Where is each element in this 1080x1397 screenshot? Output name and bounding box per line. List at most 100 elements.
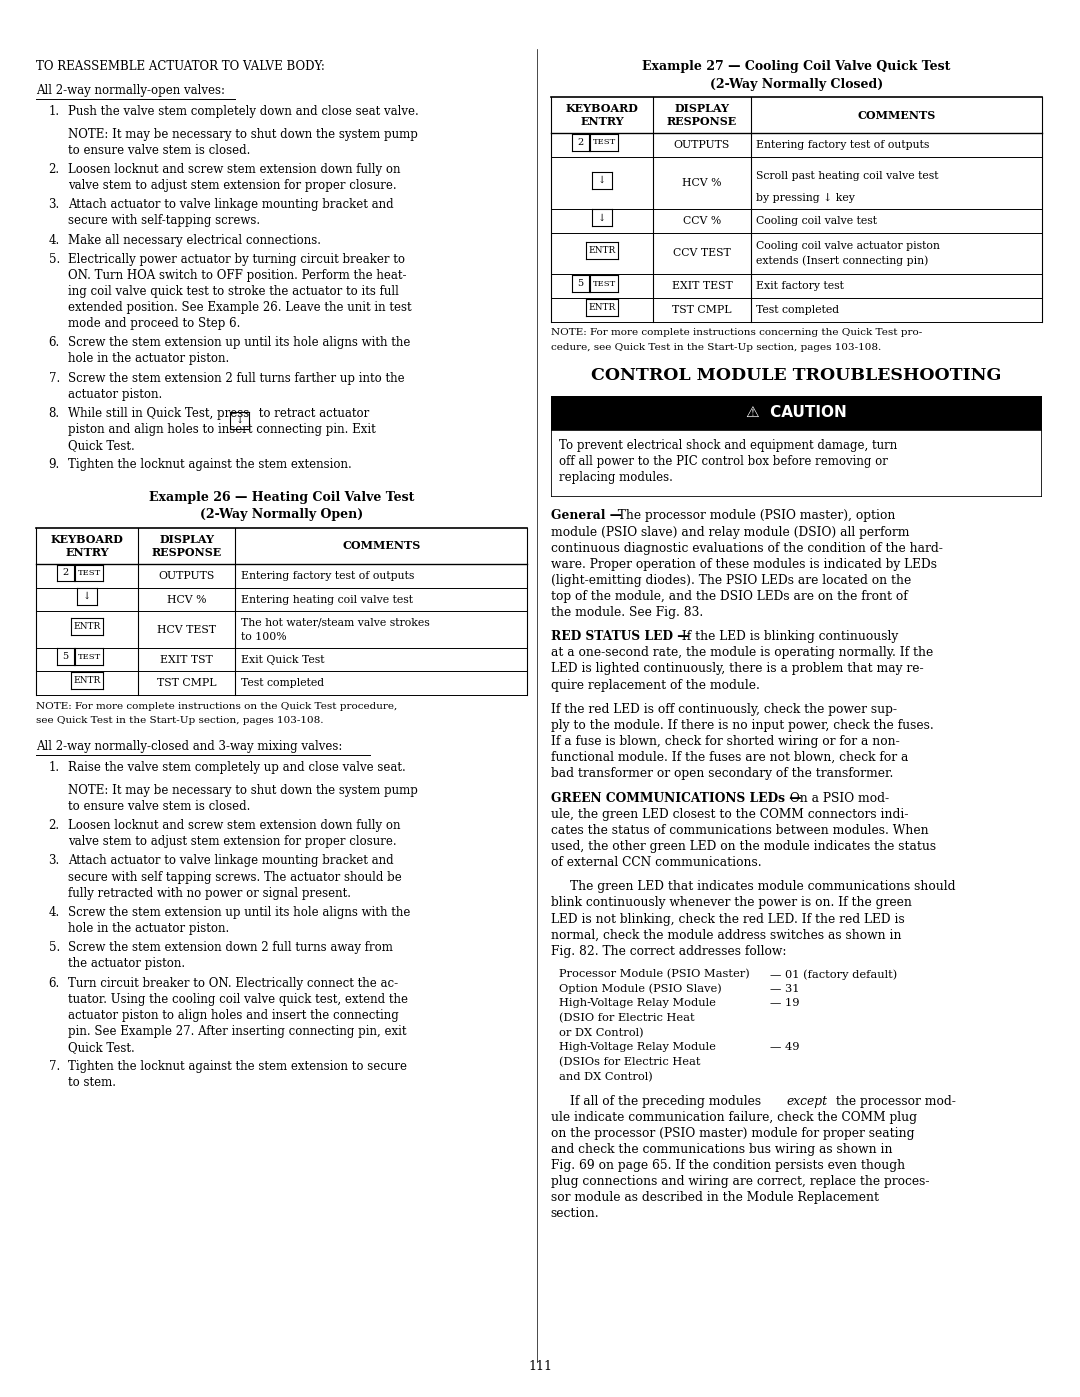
Text: to retract actuator: to retract actuator: [255, 407, 369, 420]
Text: (light-emitting diodes). The PSIO LEDs are located on the: (light-emitting diodes). The PSIO LEDs a…: [551, 574, 912, 587]
Text: TEST: TEST: [78, 652, 100, 661]
Text: OUTPUTS: OUTPUTS: [159, 571, 215, 581]
Text: General —: General —: [551, 510, 622, 522]
Text: Screw the stem extension down 2 full turns away from: Screw the stem extension down 2 full tur…: [68, 942, 393, 954]
Text: actuator piston to align holes and insert the connecting: actuator piston to align holes and inser…: [68, 1009, 399, 1021]
Text: Loosen locknut and screw stem extension down fully on: Loosen locknut and screw stem extension …: [68, 819, 401, 833]
Text: hole in the actuator piston.: hole in the actuator piston.: [68, 922, 229, 935]
Text: to stem.: to stem.: [68, 1076, 116, 1090]
Text: the processor mod-: the processor mod-: [832, 1095, 956, 1108]
Text: ⚠  CAUTION: ⚠ CAUTION: [746, 405, 847, 420]
Text: If a fuse is blown, check for shorted wiring or for a non-: If a fuse is blown, check for shorted wi…: [551, 735, 900, 749]
Text: section.: section.: [551, 1207, 599, 1221]
Text: Quick Test.: Quick Test.: [68, 1041, 135, 1053]
Text: EXIT TST: EXIT TST: [161, 655, 213, 665]
Text: TEST: TEST: [593, 279, 616, 288]
Text: Screw the stem extension up until its hole aligns with the: Screw the stem extension up until its ho…: [68, 337, 410, 349]
Text: ENTR: ENTR: [73, 622, 100, 631]
Text: COMMENTS: COMMENTS: [342, 541, 420, 552]
Text: TST CMPL: TST CMPL: [157, 679, 217, 689]
Text: RED STATUS LED —: RED STATUS LED —: [551, 630, 689, 644]
Text: or DX Control): or DX Control): [559, 1028, 644, 1038]
Text: Electrically power actuator by turning circuit breaker to: Electrically power actuator by turning c…: [68, 253, 405, 265]
Text: TEST: TEST: [78, 569, 100, 577]
Text: Example 26 — Heating Coil Valve Test: Example 26 — Heating Coil Valve Test: [149, 490, 414, 504]
Text: cedure, see Quick Test in the Start-Up section, pages 103-108.: cedure, see Quick Test in the Start-Up s…: [551, 344, 881, 352]
Text: ↓: ↓: [598, 214, 606, 222]
Text: EXIT TEST: EXIT TEST: [672, 281, 732, 292]
Text: 9.: 9.: [49, 458, 59, 472]
Text: Fig. 82. The correct addresses follow:: Fig. 82. The correct addresses follow:: [551, 944, 786, 958]
Text: off all power to the PIC control box before removing or: off all power to the PIC control box bef…: [559, 455, 889, 468]
Text: (DSIOs for Electric Heat: (DSIOs for Electric Heat: [559, 1058, 701, 1067]
Text: Test completed: Test completed: [756, 305, 839, 316]
Text: — 19: — 19: [770, 999, 799, 1009]
Text: quire replacement of the module.: quire replacement of the module.: [551, 679, 759, 692]
Text: mode and proceed to Step 6.: mode and proceed to Step 6.: [68, 317, 241, 330]
Text: module (PSIO slave) and relay module (DSIO) all perform: module (PSIO slave) and relay module (DS…: [551, 525, 909, 539]
Text: used, the other green LED on the module indicates the status: used, the other green LED on the module …: [551, 840, 936, 854]
Text: secure with self tapping screws. The actuator should be: secure with self tapping screws. The act…: [68, 870, 402, 883]
Text: HCV %: HCV %: [683, 177, 721, 189]
Text: top of the module, and the DSIO LEDs are on the front of: top of the module, and the DSIO LEDs are…: [551, 590, 907, 604]
Text: NOTE: It may be necessary to shut down the system pump: NOTE: It may be necessary to shut down t…: [68, 127, 418, 141]
Text: 3.: 3.: [49, 855, 59, 868]
Text: KEYBOARD
ENTRY: KEYBOARD ENTRY: [51, 534, 123, 557]
Text: The green LED that indicates module communications should: The green LED that indicates module comm…: [570, 880, 956, 894]
Text: and DX Control): and DX Control): [559, 1071, 653, 1083]
Text: ENTR: ENTR: [589, 303, 616, 312]
Text: Processor Module (PSIO Master): Processor Module (PSIO Master): [559, 970, 751, 979]
Text: If all of the preceding modules: If all of the preceding modules: [570, 1095, 766, 1108]
Text: 4.: 4.: [49, 233, 59, 247]
Text: normal, check the module address switches as shown in: normal, check the module address switche…: [551, 929, 902, 942]
Text: Screw the stem extension up until its hole aligns with the: Screw the stem extension up until its ho…: [68, 905, 410, 919]
Text: to 100%: to 100%: [241, 631, 286, 641]
Text: fully retracted with no power or signal present.: fully retracted with no power or signal …: [68, 887, 351, 900]
Text: KEYBOARD
ENTRY: KEYBOARD ENTRY: [566, 103, 638, 127]
Text: 2.: 2.: [49, 163, 59, 176]
Text: bad transformer or open secondary of the transformer.: bad transformer or open secondary of the…: [551, 767, 893, 781]
Text: Test completed: Test completed: [241, 679, 324, 689]
Text: HCV TEST: HCV TEST: [158, 624, 216, 634]
Text: tuator. Using the cooling coil valve quick test, extend the: tuator. Using the cooling coil valve qui…: [68, 993, 408, 1006]
Text: extends (Insert connecting pin): extends (Insert connecting pin): [756, 256, 929, 265]
Text: 8.: 8.: [49, 407, 59, 420]
Text: Cooling coil valve test: Cooling coil valve test: [756, 215, 877, 226]
Text: 6.: 6.: [49, 977, 59, 989]
Text: ing coil valve quick test to stroke the actuator to its full: ing coil valve quick test to stroke the …: [68, 285, 399, 298]
Text: Attach actuator to valve linkage mounting bracket and: Attach actuator to valve linkage mountin…: [68, 855, 394, 868]
Text: hole in the actuator piston.: hole in the actuator piston.: [68, 352, 229, 366]
Text: functional module. If the fuses are not blown, check for a: functional module. If the fuses are not …: [551, 752, 908, 764]
Text: TEST: TEST: [593, 138, 616, 147]
Text: HCV %: HCV %: [167, 595, 206, 605]
Text: — 31: — 31: [770, 983, 799, 993]
Text: Entering factory test of outputs: Entering factory test of outputs: [241, 571, 415, 581]
Text: Loosen locknut and screw stem extension down fully on: Loosen locknut and screw stem extension …: [68, 163, 401, 176]
Text: Turn circuit breaker to ON. Electrically connect the ac-: Turn circuit breaker to ON. Electrically…: [68, 977, 399, 989]
Text: Entering heating coil valve test: Entering heating coil valve test: [241, 595, 413, 605]
Text: Exit Quick Test: Exit Quick Test: [241, 655, 324, 665]
Text: ule indicate communication failure, check the COMM plug: ule indicate communication failure, chec…: [551, 1111, 917, 1125]
Text: High-Voltage Relay Module: High-Voltage Relay Module: [559, 999, 716, 1009]
Text: 1.: 1.: [49, 105, 59, 119]
Text: the actuator piston.: the actuator piston.: [68, 957, 185, 971]
Text: sor module as described in the Module Replacement: sor module as described in the Module Re…: [551, 1192, 879, 1204]
Text: DISPLAY
RESPONSE: DISPLAY RESPONSE: [666, 103, 738, 127]
Text: Cooling coil valve actuator piston: Cooling coil valve actuator piston: [756, 242, 940, 251]
Text: ↓: ↓: [235, 416, 244, 425]
Text: — 49: — 49: [770, 1042, 799, 1052]
Text: Scroll past heating coil valve test: Scroll past heating coil valve test: [756, 170, 939, 180]
Text: LED is lighted continuously, there is a problem that may re-: LED is lighted continuously, there is a …: [551, 662, 923, 676]
Text: Tighten the locknut against the stem extension.: Tighten the locknut against the stem ext…: [68, 458, 352, 472]
Text: to ensure valve stem is closed.: to ensure valve stem is closed.: [68, 800, 251, 813]
Text: 5.: 5.: [49, 942, 59, 954]
Text: Example 27 — Cooling Coil Valve Quick Test: Example 27 — Cooling Coil Valve Quick Te…: [643, 60, 950, 73]
Text: 2: 2: [578, 138, 583, 147]
Text: continuous diagnostic evaluations of the condition of the hard-: continuous diagnostic evaluations of the…: [551, 542, 943, 555]
Text: If the red LED is off continuously, check the power sup-: If the red LED is off continuously, chec…: [551, 703, 896, 717]
Text: of external CCN communications.: of external CCN communications.: [551, 856, 761, 869]
Text: CONTROL MODULE TROUBLESHOOTING: CONTROL MODULE TROUBLESHOOTING: [592, 367, 1001, 384]
Text: — 01 (factory default): — 01 (factory default): [770, 970, 897, 979]
Text: valve stem to adjust stem extension for proper closure.: valve stem to adjust stem extension for …: [68, 835, 396, 848]
Text: (2-Way Normally Closed): (2-Way Normally Closed): [710, 78, 883, 91]
